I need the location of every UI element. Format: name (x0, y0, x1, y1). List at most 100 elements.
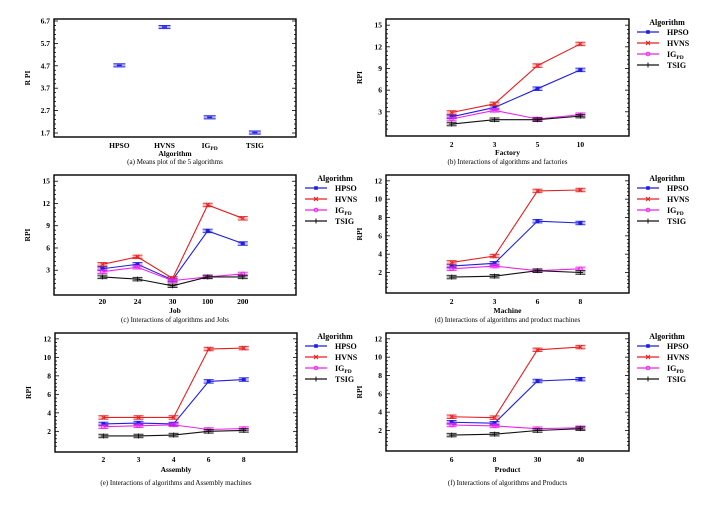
x-tick-label: HPSO (109, 141, 130, 150)
series-line-tsig (451, 115, 581, 125)
chart-a: 1.7 2.7 3.7 4.7 5.7 6.7 HPSO HVNS IGPD TSIG Algori… (23, 17, 297, 166)
point-marker-hvns (578, 344, 583, 350)
y-tick-label: 2 (378, 426, 382, 435)
y-tick-label: 3 (378, 107, 382, 116)
legend-marker-hvns (313, 196, 319, 202)
legend-title: Algorithm (317, 332, 353, 341)
x-tick-label: 8 (242, 455, 246, 464)
legend-label-tsig: TSIG (335, 375, 354, 384)
interval-band-igpd (167, 278, 178, 283)
point-marker-igpd (170, 278, 175, 283)
y-tick-label: 6 (46, 243, 50, 252)
point-marker-hvns (492, 101, 497, 107)
point-marker-igpd (449, 422, 454, 428)
x-axis-title: Job (169, 306, 181, 315)
x-axis-title: Product (495, 465, 521, 474)
point-marker-hpso (492, 105, 497, 110)
interval-band-igpd (446, 423, 457, 427)
interval-band-igpd (446, 117, 457, 121)
x-axis-title: Machine (494, 306, 523, 315)
legend-marker-hvns (645, 40, 651, 46)
chart-b: 3 6 9 12 15 2 3 5 10 Factory RPI (b) Interactions o… (355, 18, 690, 166)
y-tick-label: 5.7 (41, 39, 51, 48)
y-tick-label: 4 (378, 250, 382, 259)
legend-marker-igpd (645, 365, 651, 371)
legend-label-tsig-main: TSIG (667, 61, 686, 70)
x-tick-label: 2 (450, 140, 454, 149)
legend-label-hvns-main: HVNS (667, 195, 690, 204)
point-marker-igpd (101, 424, 106, 430)
point-marker-igpd (100, 269, 105, 275)
interval-band-igpd (489, 108, 500, 113)
point-marker-igpd (449, 116, 454, 122)
y-tick-label: 4 (378, 408, 382, 417)
y-tick-label: 2.7 (41, 106, 51, 115)
legend-label-igpd: IGPD (335, 364, 352, 375)
x-tick-label: 5 (536, 140, 540, 149)
series-line-hpso (451, 220, 581, 267)
x-tick-label: 20 (99, 297, 107, 306)
interval-band-igpd (237, 272, 248, 276)
point-marker-hpso (492, 421, 497, 426)
series-line-hpso (451, 69, 581, 118)
interval-band-igpd (98, 424, 109, 429)
x-tick-label: 4 (172, 455, 176, 464)
point-marker-hvns (578, 187, 583, 193)
plot-frame (385, 332, 630, 452)
x-tick-label: 40 (577, 455, 585, 464)
legend-marker-igpd (313, 365, 319, 371)
chart-c: 3 6 9 12 15 20 24 30 100 200 Job RPI (c) Interaction… (23, 174, 358, 324)
legend-label-tsig: TSIG (667, 61, 686, 70)
interval-band-igpd (489, 424, 500, 428)
figure-caption: (b) Interactions of algorithms and facto… (448, 158, 568, 166)
y-axis-title: R PI (23, 71, 32, 86)
legend-marker-igpd (313, 207, 319, 213)
y-tick-label: 6 (378, 389, 382, 398)
x-tick-label: 3 (493, 140, 497, 149)
y-tick-label: 9 (378, 64, 382, 73)
x-tick-label: 24 (134, 297, 142, 306)
y-axis-title: RPI (24, 386, 33, 399)
legend-label-tsig-main: TSIG (335, 217, 354, 226)
legend-marker-hpso (646, 30, 650, 34)
interval-band-igpd (133, 424, 144, 428)
interval-band-igpd (168, 423, 179, 427)
x-tick-label: 100 (202, 297, 214, 306)
x-axis-title: Factory (495, 148, 520, 157)
plot-frame (385, 174, 630, 294)
legend-marker-hpso (314, 186, 318, 190)
legend-title: Algorithm (649, 174, 685, 183)
y-tick-label: 12 (375, 334, 383, 343)
legend-label-tsig: TSIG (335, 217, 354, 226)
legend-label-igpd: IGPD (335, 206, 352, 217)
legend-label-hpso: HPSO (335, 184, 357, 193)
interval-band-igpd (575, 267, 586, 271)
point-marker-hvns (449, 110, 454, 115)
legend-label-igpd-main: IG (667, 206, 676, 215)
point-marker-hvns (241, 345, 247, 351)
point-marker-hvns (535, 188, 540, 194)
point-marker-igpd (135, 264, 140, 270)
legend-label-igpd-main: IG (335, 206, 344, 215)
legend-label-hvns-main: HVNS (335, 195, 358, 204)
legend-label-hvns: HVNS (667, 39, 690, 48)
point-marker-hpso (100, 266, 105, 271)
series-line-hvns (451, 43, 581, 114)
legend-label-hpso: HPSO (667, 28, 689, 37)
point-marker-hpso (578, 221, 583, 225)
legend-label-igpd-main: IG (667, 364, 676, 373)
chart-d: 2 4 6 8 10 12 2 3 6 8 Machine RPI (d) Interactions o… (355, 174, 690, 324)
point-marker-hvns (535, 347, 540, 353)
point-marker-hvns (100, 261, 105, 267)
x-axis-title: Algorithm (158, 149, 192, 158)
point-marker-hpso (492, 261, 497, 266)
legend-label-hpso-main: HPSO (335, 184, 357, 193)
legend-marker-hpso (646, 186, 650, 190)
y-tick-label: 15 (375, 21, 383, 30)
plot-frame (53, 18, 297, 138)
legend-label-hvns-main: HVNS (667, 39, 690, 48)
